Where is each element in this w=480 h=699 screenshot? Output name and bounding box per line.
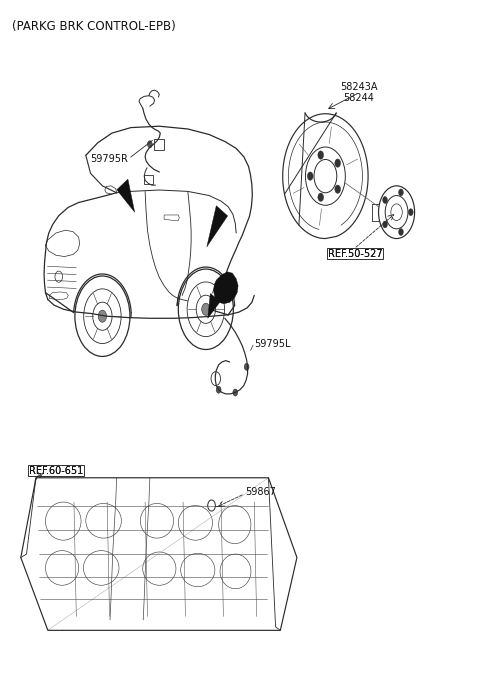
Text: 59795L: 59795L <box>254 339 291 349</box>
Circle shape <box>98 310 107 322</box>
Circle shape <box>318 151 324 159</box>
Polygon shape <box>117 179 135 212</box>
Circle shape <box>202 303 210 315</box>
Circle shape <box>398 229 403 236</box>
Polygon shape <box>208 294 220 318</box>
Text: REF.60-651: REF.60-651 <box>29 466 83 476</box>
Circle shape <box>147 140 152 147</box>
Text: REF.60-651: REF.60-651 <box>29 466 83 476</box>
Text: 59795R: 59795R <box>91 154 129 164</box>
Circle shape <box>383 221 387 228</box>
Text: 58243A: 58243A <box>340 82 377 92</box>
Polygon shape <box>207 206 228 247</box>
Circle shape <box>233 389 238 396</box>
Text: (PARKG BRK CONTROL-EPB): (PARKG BRK CONTROL-EPB) <box>12 20 176 33</box>
Circle shape <box>216 387 221 393</box>
Text: REF.50-527: REF.50-527 <box>328 249 383 259</box>
Polygon shape <box>214 272 238 304</box>
Circle shape <box>244 363 249 370</box>
Circle shape <box>335 185 340 194</box>
Circle shape <box>318 193 324 201</box>
Text: REF.50-527: REF.50-527 <box>328 249 383 259</box>
Circle shape <box>408 209 413 216</box>
Circle shape <box>383 196 387 203</box>
Text: 58244: 58244 <box>343 94 374 103</box>
Text: 59867: 59867 <box>245 487 276 497</box>
Circle shape <box>398 189 403 196</box>
Circle shape <box>307 172 313 180</box>
Circle shape <box>335 159 340 167</box>
